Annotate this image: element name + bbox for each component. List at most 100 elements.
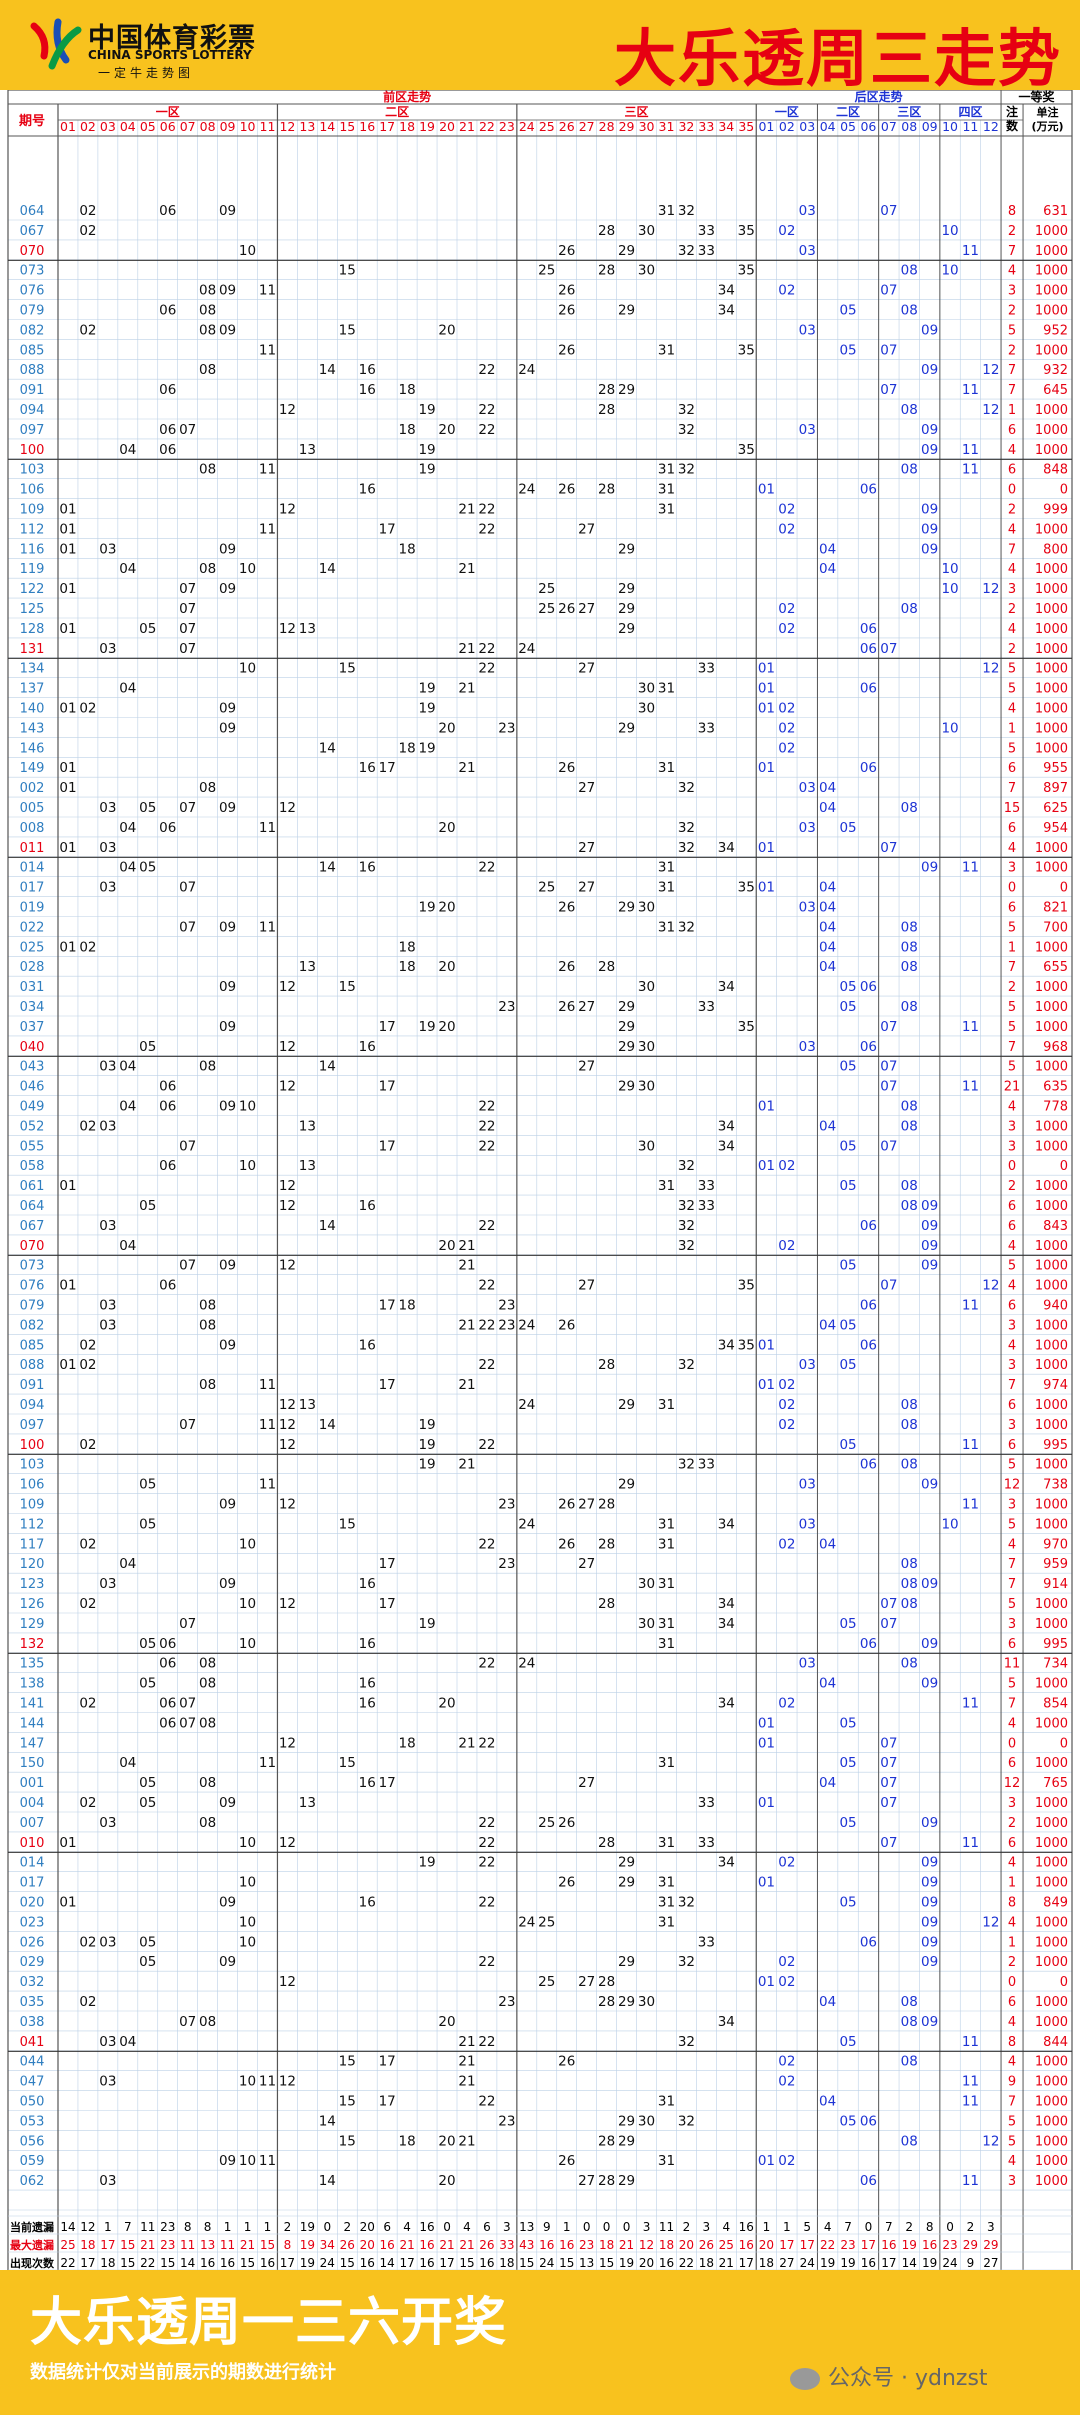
front-ball: 32 (678, 1357, 695, 1373)
winner-count: 4 (1008, 443, 1016, 458)
front-ball: 28 (598, 223, 615, 239)
issue-number: 123 (20, 1577, 45, 1592)
front-number-header: 22 (479, 119, 495, 134)
stat-value: 0 (324, 2220, 332, 2234)
front-ball: 24 (518, 1317, 535, 1333)
back-zone-label: 四区 (958, 105, 982, 119)
front-ball: 15 (339, 1755, 356, 1771)
prize-amount: 959 (1043, 1557, 1068, 1572)
back-ball: 04 (819, 1317, 836, 1333)
prize-amount: 1000 (1035, 343, 1068, 358)
winner-count: 7 (1008, 244, 1016, 259)
front-ball: 29 (618, 1994, 635, 2010)
issue-number: 034 (20, 1000, 45, 1015)
back-ball: 02 (778, 2074, 795, 2090)
front-ball: 06 (159, 303, 176, 319)
back-ball: 08 (901, 2014, 918, 2030)
prize-amount: 1000 (1035, 562, 1068, 577)
front-ball: 06 (159, 1656, 176, 1672)
front-ball: 06 (159, 442, 176, 458)
issue-number: 117 (20, 1537, 45, 1552)
back-ball: 02 (778, 720, 795, 736)
winner-count: 5 (1008, 1020, 1016, 1035)
front-number-header: 03 (100, 119, 116, 134)
prize-amount: 1000 (1035, 741, 1068, 756)
front-ball: 29 (618, 1397, 635, 1413)
stat-value: 13 (579, 2256, 594, 2270)
front-number-header: 11 (260, 119, 276, 134)
back-ball: 01 (758, 1715, 775, 1731)
stat-value: 16 (739, 2220, 754, 2234)
winner-count: 5 (1008, 2134, 1016, 2149)
front-number-header: 08 (200, 119, 216, 134)
issue-number: 005 (20, 801, 45, 816)
front-ball: 24 (518, 641, 535, 657)
back-ball: 01 (758, 760, 775, 776)
front-ball: 34 (718, 283, 735, 299)
front-ball: 26 (558, 760, 575, 776)
stat-value: 2 (284, 2220, 292, 2234)
prize-amount: 1000 (1035, 1597, 1068, 1612)
front-ball: 09 (219, 1497, 236, 1513)
watermark: 公众号 · ydnzst (790, 2360, 988, 2392)
front-ball: 08 (199, 462, 216, 478)
back-ball: 01 (758, 1099, 775, 1115)
front-ball: 12 (279, 1835, 296, 1851)
front-ball: 22 (478, 1138, 495, 1154)
front-ball: 02 (79, 1696, 96, 1712)
back-ball: 06 (860, 2113, 877, 2129)
back-number-header: 03 (799, 119, 815, 134)
winner-count: 11 (1004, 1657, 1021, 1672)
stat-value: 21 (719, 2256, 734, 2270)
back-ball: 06 (860, 2173, 877, 2189)
front-ball: 31 (658, 1397, 675, 1413)
back-ball: 08 (901, 2133, 918, 2149)
stat-value: 12 (80, 2220, 95, 2234)
prize-amount: 778 (1043, 1100, 1068, 1115)
front-ball: 03 (99, 880, 116, 896)
front-ball: 17 (379, 1775, 396, 1791)
issue-number: 138 (20, 1677, 45, 1692)
back-number-header: 07 (881, 119, 897, 134)
front-ball: 32 (678, 1198, 695, 1214)
prize-amount: 968 (1043, 1040, 1068, 1055)
front-ball: 22 (478, 402, 495, 418)
back-ball: 10 (941, 223, 958, 239)
back-ball: 01 (758, 2153, 775, 2169)
back-ball: 09 (921, 502, 938, 518)
front-number-header: 19 (419, 119, 435, 134)
issue-number: 020 (20, 1896, 45, 1911)
front-ball: 04 (119, 1238, 136, 1254)
front-ball: 09 (219, 1576, 236, 1592)
front-ball: 22 (478, 521, 495, 537)
winner-count: 3 (1008, 861, 1016, 876)
front-ball: 16 (359, 1337, 376, 1353)
stat-value: 1 (104, 2220, 112, 2234)
stat-value: 8 (184, 2220, 192, 2234)
prize-amount: 854 (1043, 1697, 1068, 1712)
front-ball: 13 (299, 1118, 316, 1134)
stat-value: 19 (902, 2238, 917, 2252)
front-ball: 25 (538, 1815, 555, 1831)
stat-value: 16 (739, 2238, 754, 2252)
prize-amount: 1000 (1035, 1498, 1068, 1513)
issue-number: 103 (20, 463, 45, 478)
issue-number: 091 (20, 1378, 45, 1393)
stat-value: 17 (861, 2238, 876, 2252)
stat-value: 11 (140, 2220, 155, 2234)
front-ball: 07 (179, 1696, 196, 1712)
stat-value: 0 (946, 2220, 954, 2234)
front-ball: 34 (718, 1337, 735, 1353)
prize-amount: 1000 (1035, 1955, 1068, 1970)
front-ball: 25 (538, 1974, 555, 1990)
winner-count: 4 (1008, 522, 1016, 537)
winner-count: 21 (1004, 1080, 1021, 1095)
back-ball: 01 (758, 1974, 775, 1990)
front-ball: 21 (458, 1258, 475, 1274)
front-ball: 31 (658, 1576, 675, 1592)
back-ball: 04 (819, 959, 836, 975)
winner-count: 7 (1008, 1378, 1016, 1393)
winner-count: 4 (1008, 1716, 1016, 1731)
back-ball: 10 (941, 561, 958, 577)
front-ball: 17 (379, 1377, 396, 1393)
